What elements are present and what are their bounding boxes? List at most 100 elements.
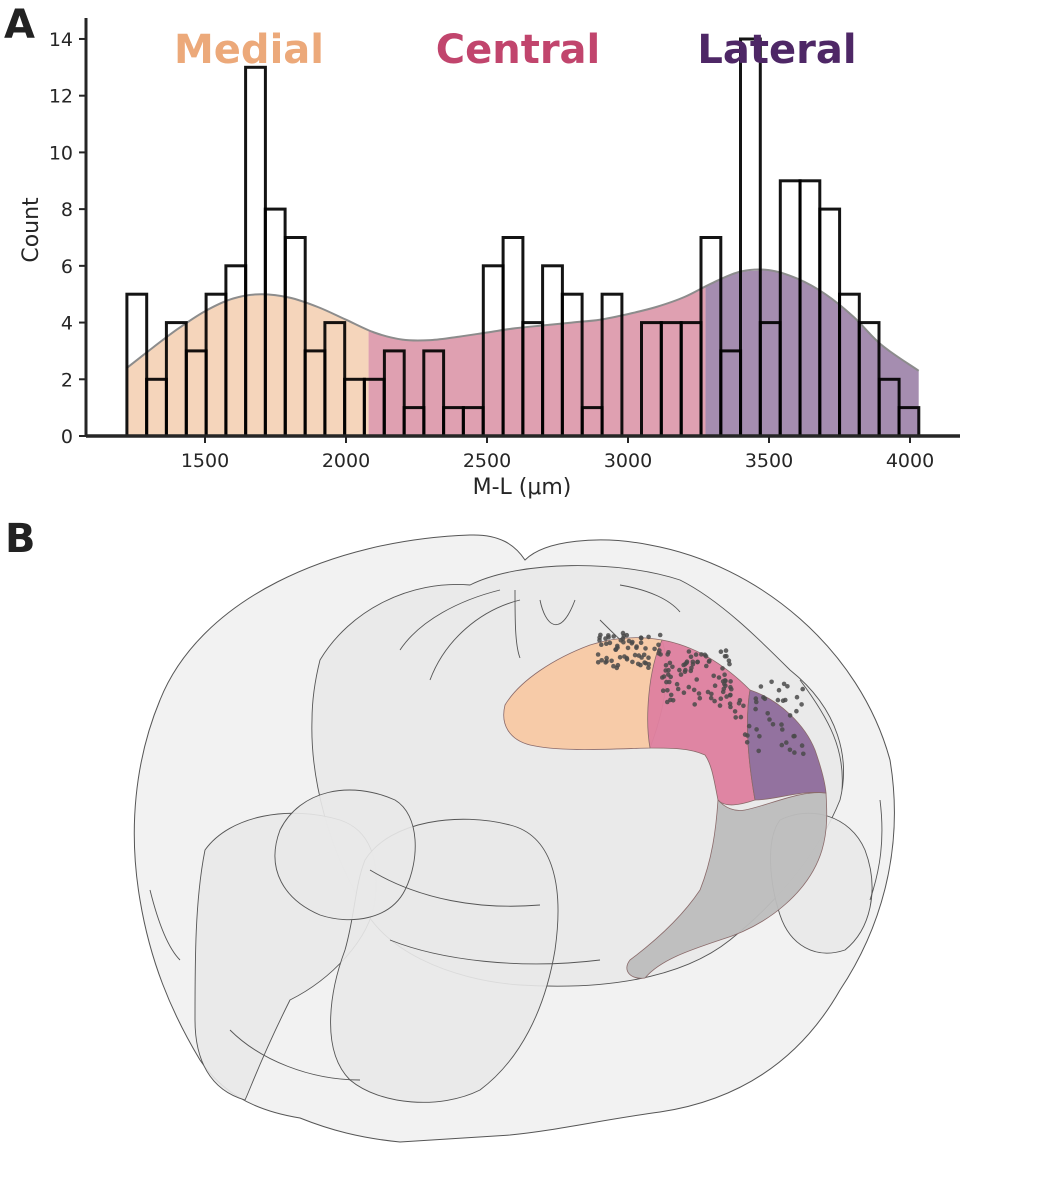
cell-dot [754,727,759,732]
cell-dot [779,742,785,748]
cell-dot [606,633,611,638]
cell-dot [621,639,626,645]
cell-dot [638,662,643,668]
cell-dot [656,642,661,648]
cell-dot [670,698,676,703]
y-tick-label: 8 [61,199,73,221]
cell-dot [643,661,649,666]
cell-dot [753,706,758,712]
region-lateral [747,689,827,801]
cell-dot [598,632,603,638]
cell-dot [678,672,684,677]
x-tick-label: 2000 [322,450,370,472]
cell-dot [732,709,738,714]
cell-dot [780,727,785,732]
x-axis-label: M-L (μm) [473,475,572,500]
recorded-cells [595,630,806,757]
cell-dot [681,690,687,695]
cell-dot [625,645,631,651]
cell-dot [688,654,694,660]
cell-dot [742,732,748,737]
cell-dot [604,659,609,664]
cell-dot [794,694,800,700]
cell-dot [758,684,764,689]
cell-dot [794,708,799,714]
cell-dot [781,681,787,687]
cell-dot [728,684,733,690]
cell-dot [708,695,714,701]
central-region-shape [647,639,756,806]
cell-dot [776,687,782,693]
cell-dot [769,679,774,685]
cell-dot [603,636,608,641]
cell-dot [784,740,789,745]
cell-dot [686,649,692,654]
cell-dot [704,663,709,669]
cell-dot [791,734,796,739]
cell-dot [722,681,727,687]
cell-dot [727,701,733,706]
cell-dot [641,652,647,658]
cell-dot [787,713,793,718]
cell-dot [670,664,675,670]
cell-dot [722,678,728,683]
y-ticks: 0 2 4 6 8 10 12 14 [49,29,86,448]
cell-dot [667,660,673,666]
cell-dot [638,640,644,645]
cell-dot [716,675,722,680]
cell-dot [728,679,733,684]
cell-dot [682,669,688,674]
region-label-lateral: Lateral [697,27,856,73]
cell-dot [668,692,674,698]
cell-dot [699,652,704,657]
cell-dot [762,696,768,702]
cell-dot [615,662,621,668]
cell-dot [667,679,672,685]
cell-dot [620,636,626,641]
cell-dot [604,641,609,646]
cell-dot [595,660,601,665]
cell-dot [744,740,750,745]
cell-dot [661,674,667,679]
x-tick-label: 2500 [463,450,511,472]
region-ventral [626,792,828,979]
cell-dot [697,695,703,701]
cell-dot [727,661,732,667]
cell-dot [746,723,752,729]
cell-dot [674,681,680,687]
cell-dot [696,691,702,696]
y-axis-label: Count [19,197,44,263]
cell-dot [652,646,657,652]
cell-dot [724,694,729,699]
cell-dot [756,748,761,754]
region-fill-central [368,286,706,436]
cell-dot [695,659,700,665]
histogram-bars [125,37,921,438]
cell-dot [712,683,718,688]
axes [84,18,960,438]
cell-dot [658,652,663,657]
cell-dot [595,652,601,657]
y-tick-label: 4 [61,313,73,335]
cell-dot [702,652,708,658]
region-label-medial: Medial [174,27,324,73]
cell-dot [684,659,690,664]
cell-dot [657,632,663,638]
panel-label-a: A [4,2,35,48]
y-tick-label: 10 [49,142,73,164]
cell-dot [723,648,729,653]
cell-dot [736,701,742,706]
cell-dot [681,662,686,668]
cell-dot [726,658,732,663]
cell-dot [712,698,717,704]
region-central [647,639,756,806]
x-ticks: 1500 2000 2500 3000 3500 4000 [181,436,934,472]
lateral-region-shape [747,689,827,801]
cell-dot [724,653,729,659]
histogram-chart: 1500 2000 2500 3000 3500 4000 0 2 4 6 8 10 12 14 M-L… [19,18,960,500]
cell-dot [643,646,648,651]
cell-dot [693,652,699,657]
cell-dot [646,665,651,670]
y-tick-label: 6 [61,256,73,278]
y-tick-label: 0 [61,426,73,448]
